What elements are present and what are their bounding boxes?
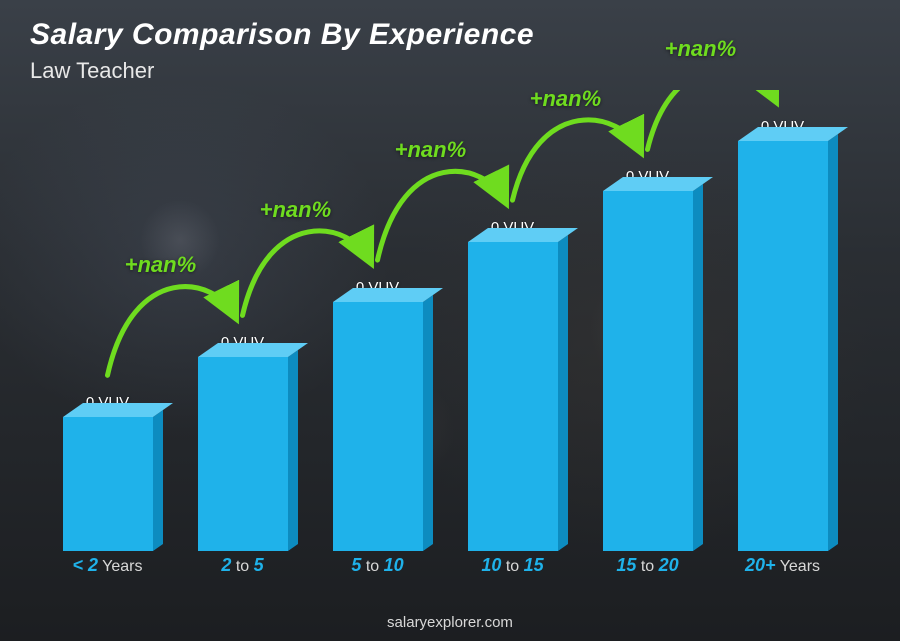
x-axis-category: 20+ Years xyxy=(715,555,850,591)
bar-slot: 0 VUV xyxy=(310,90,445,551)
bar-front-face xyxy=(603,191,693,551)
bar xyxy=(198,357,288,551)
bar xyxy=(603,191,693,551)
footer-attribution: salaryexplorer.com xyxy=(0,614,900,631)
x-axis-category: 15 to 20 xyxy=(580,555,715,591)
x-axis-category: 10 to 15 xyxy=(445,555,580,591)
bar xyxy=(738,141,828,551)
bar-top-face xyxy=(738,127,848,141)
x-axis-category: 2 to 5 xyxy=(175,555,310,591)
x-axis-category: 5 to 10 xyxy=(310,555,445,591)
chart-container: Salary Comparison By Experience Law Teac… xyxy=(0,0,900,641)
bar-slot: 0 VUV xyxy=(445,90,580,551)
bar xyxy=(63,417,153,551)
chart-title: Salary Comparison By Experience xyxy=(30,18,534,52)
bar-front-face xyxy=(468,242,558,551)
bar-side-face xyxy=(288,350,298,551)
bar-side-face xyxy=(693,184,703,551)
bar-side-face xyxy=(558,235,568,551)
bars-row: 0 VUV0 VUV0 VUV0 VUV0 VUV0 VUV xyxy=(40,90,850,551)
x-axis: < 2 Years2 to 55 to 1010 to 1515 to 2020… xyxy=(40,555,850,591)
bar-front-face xyxy=(63,417,153,551)
bar-front-face xyxy=(198,357,288,551)
chart-subtitle: Law Teacher xyxy=(30,58,154,84)
bar-side-face xyxy=(828,134,838,551)
bar xyxy=(468,242,558,551)
x-axis-category: < 2 Years xyxy=(40,555,175,591)
bar xyxy=(333,302,423,551)
bar-slot: 0 VUV xyxy=(40,90,175,551)
bar-front-face xyxy=(738,141,828,551)
bar-slot: 0 VUV xyxy=(175,90,310,551)
chart-area: 0 VUV0 VUV0 VUV0 VUV0 VUV0 VUV +nan%+nan… xyxy=(40,90,850,591)
bar-front-face xyxy=(333,302,423,551)
bar-slot: 0 VUV xyxy=(580,90,715,551)
bar-side-face xyxy=(153,410,163,551)
bar-slot: 0 VUV xyxy=(715,90,850,551)
growth-label: +nan% xyxy=(665,36,737,62)
bar-side-face xyxy=(423,295,433,551)
